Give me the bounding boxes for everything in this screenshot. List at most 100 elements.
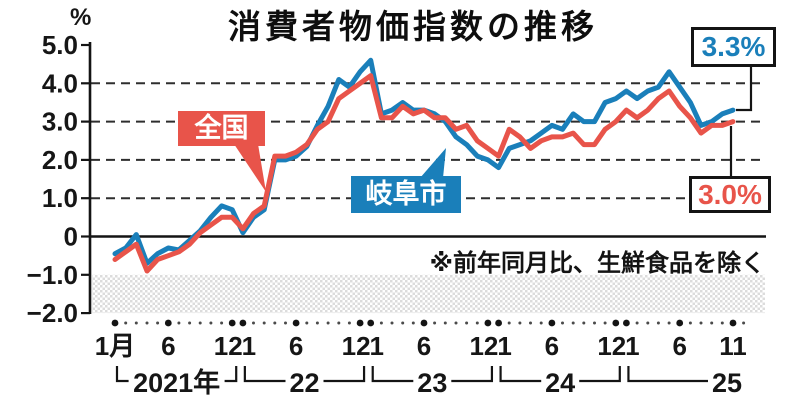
year-bracket [499,366,542,383]
x-tick-dot [710,321,714,325]
national-line [112,73,736,274]
x-tick-label: 12 [214,331,243,361]
y-tick-label: −2.0 [27,298,78,328]
x-tick-dot [188,321,192,325]
x-tick-dot [582,321,586,325]
y-axis-unit-label: % [70,4,92,31]
x-tick-dot [284,321,287,325]
x-tick-dot [390,321,394,325]
x-tick-dot [688,321,692,325]
year-label: 24 [545,368,575,398]
x-tick-dot [156,321,160,325]
x-tick-dot [111,319,119,327]
x-tick-dot [603,321,607,325]
x-tick-dot [337,321,341,325]
x-tick-label: 1 [497,331,511,361]
negative-zone-band [92,274,765,314]
x-tick-dot [367,319,375,327]
x-tick-dot [356,319,364,327]
x-tick-dot [656,321,660,325]
y-tick-label: 3.0 [42,107,78,137]
x-tick-dot [529,321,532,325]
x-tick-label: 12 [342,331,371,361]
x-tick-dot [134,321,138,325]
y-tick-label: 2.0 [42,145,78,175]
year-label: 25 [712,368,742,398]
year-bracket [579,366,621,383]
y-tick-label: 5.0 [42,30,78,60]
x-tick-dot [305,321,309,325]
x-tick-dot [292,319,300,327]
x-tick-dot [326,321,330,325]
x-tick-dot [593,321,596,325]
x-tick-label: 6 [161,331,175,361]
x-tick-label: 11 [719,331,747,361]
x-tick-dot [443,321,447,325]
x-tick-dot [145,321,149,325]
x-tick-dot [262,321,266,325]
x-tick-dot [667,321,671,325]
series-label-gifu: 岐阜市 [351,176,461,213]
x-tick-label: 6 [672,331,686,361]
year-label: 2021年 [133,367,220,398]
x-tick-label: 1 [369,331,383,361]
x-tick-dot [646,321,650,325]
end-value-national: 3.0% [689,176,771,213]
x-tick-dot [239,319,247,327]
year-label: 22 [289,368,319,398]
year-bracket [371,366,414,383]
x-tick-label: 1 [625,331,639,361]
x-tick-label: 1 [242,331,256,361]
x-tick-dot [571,321,575,325]
chart-title: 消費者物価指数の推移 [228,8,598,45]
x-tick-dot [635,321,639,325]
x-tick-dot [507,321,511,325]
x-tick-dot [484,319,492,327]
x-tick-dot [518,321,522,325]
year-bracket [115,366,129,383]
x-tick-label: 6 [289,331,303,361]
x-tick-dot [729,319,737,327]
x-tick-dot [475,321,479,325]
x-tick-dot [433,321,437,325]
x-tick-dot [273,321,277,325]
x-tick-dot [220,321,224,325]
y-tick-label: 1.0 [42,183,78,213]
y-tick-label: −1.0 [27,260,78,290]
y-tick-label: 4.0 [42,68,78,98]
x-tick-label: 6 [417,331,431,361]
x-tick-dot [401,321,405,325]
year-bracket [323,366,366,383]
x-tick-dot [411,321,415,325]
x-tick-dot [720,321,724,325]
x-tick-dot [454,321,458,325]
national-callout-pointer [234,144,266,192]
x-tick-dot [379,321,383,325]
x-tick-dot [548,319,556,327]
x-tick-dot [209,321,213,325]
x-tick-label: 6 [545,331,559,361]
x-tick-dot [177,321,181,325]
x-tick-dot [315,321,319,325]
x-tick-dot [164,319,172,327]
x-tick-label: 12 [469,331,498,361]
x-tick-dot [465,321,469,325]
x-tick-label: 1月 [95,331,135,361]
gifu-line [112,57,736,266]
end-value-gifu: 3.3% [691,27,776,67]
year-bracket [243,366,286,383]
x-tick-dot [252,321,255,325]
footnote: ※前年同月比、生鮮食品を除く [429,250,765,277]
gifu-callout-pointer [420,148,446,178]
x-tick-dot [124,321,128,325]
x-tick-dot [612,319,620,327]
x-tick-dot [676,319,684,327]
x-tick-dot [495,319,502,327]
series-label-national: 全国 [178,111,265,146]
x-tick-dot [699,321,703,325]
year-bracket [627,366,708,383]
x-tick-dot [347,321,351,325]
x-tick-dot [198,321,202,325]
y-tick-label: 0 [64,222,78,252]
